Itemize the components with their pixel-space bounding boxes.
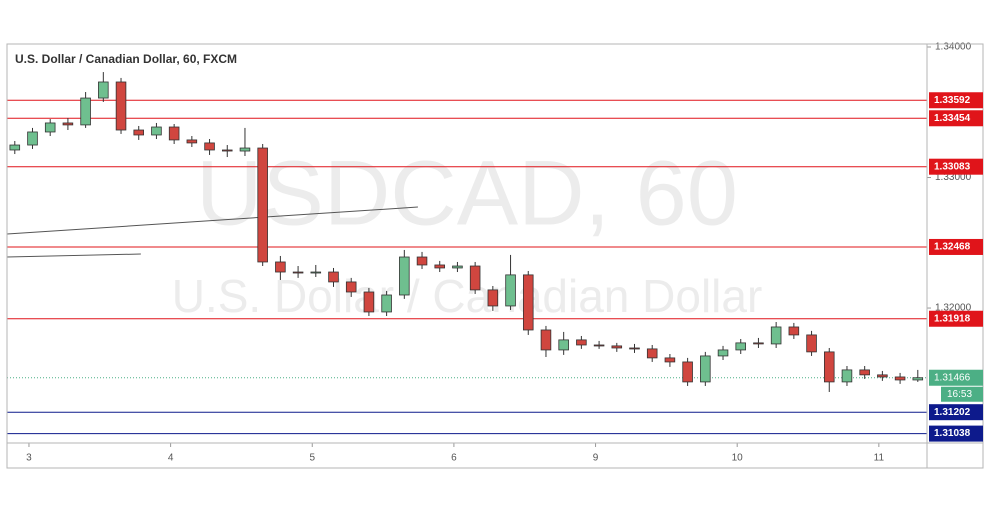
candle-body xyxy=(381,294,392,313)
countdown-label: 16:53 xyxy=(947,389,972,400)
candle-body xyxy=(27,131,38,146)
level-label-box xyxy=(929,158,983,175)
x-tick-label: 10 xyxy=(732,453,744,464)
candle-body xyxy=(62,122,74,126)
x-tick-label: 3 xyxy=(26,453,32,464)
y-tick-label: 1.33000 xyxy=(935,172,972,183)
candle-body xyxy=(629,347,640,350)
candle-body xyxy=(434,264,446,269)
candle-body xyxy=(877,374,888,378)
candle-body xyxy=(399,256,410,296)
y-tick-label: 1.32000 xyxy=(935,303,972,314)
candle-body xyxy=(133,129,145,136)
candle-body xyxy=(221,149,233,152)
candle-body xyxy=(168,126,180,141)
candle-body xyxy=(806,334,817,353)
trend-line xyxy=(6,253,141,258)
level-label: 1.33454 xyxy=(934,113,971,124)
current-price-box xyxy=(929,369,983,386)
candle-body xyxy=(717,349,729,357)
candle-body xyxy=(611,345,623,349)
x-tick-label: 4 xyxy=(168,453,174,464)
candle-body xyxy=(593,344,605,347)
level-label: 1.31918 xyxy=(934,313,971,324)
candle-body xyxy=(275,261,286,273)
candle-body xyxy=(292,271,304,274)
level-label-box xyxy=(929,110,983,127)
x-tick-label: 11 xyxy=(874,453,885,464)
level-label: 1.33083 xyxy=(934,161,971,172)
candle-body xyxy=(664,357,676,363)
candle-body xyxy=(204,142,215,151)
candle-body xyxy=(522,274,534,331)
level-label-box xyxy=(929,310,983,327)
candle-body xyxy=(80,97,91,126)
candle-body xyxy=(823,351,835,383)
candle-body xyxy=(239,147,251,152)
candle-body xyxy=(505,274,516,307)
chart-title: U.S. Dollar / Canadian Dollar, 60, FXCM xyxy=(15,52,237,66)
level-label: 1.31038 xyxy=(934,428,971,439)
candle-body xyxy=(487,289,499,307)
candle-body xyxy=(859,369,870,376)
candle-body xyxy=(770,326,782,345)
candle-body xyxy=(151,126,162,136)
level-label: 1.31202 xyxy=(934,407,971,418)
candle-body xyxy=(682,361,693,383)
candle-body xyxy=(115,81,127,131)
x-tick-label: 5 xyxy=(309,453,315,464)
candle-body xyxy=(345,281,357,293)
candle-body xyxy=(9,144,21,151)
countdown-box xyxy=(941,386,983,402)
frame xyxy=(6,43,984,469)
candle-body xyxy=(469,265,481,291)
candle-body xyxy=(452,265,463,269)
candle-body xyxy=(576,339,587,346)
candle-body xyxy=(363,291,375,313)
candle-body xyxy=(894,376,906,381)
candle-body xyxy=(44,122,56,133)
watermark-symbol: USDCAD, 60 xyxy=(196,142,738,244)
x-tick-label: 6 xyxy=(451,453,457,464)
level-label: 1.33592 xyxy=(934,95,971,106)
watermark-name: U.S. Dollar / Canadian Dollar xyxy=(172,270,763,322)
candle-body xyxy=(186,139,198,144)
candle-body xyxy=(257,147,268,263)
plot-area: 1.34000 1.33000 1.32000 3 4 5 6 9 10 11 xyxy=(6,42,972,464)
x-tick-label: 9 xyxy=(593,453,599,464)
candle-body xyxy=(912,377,924,381)
current-price-label: 1.31466 xyxy=(934,372,971,383)
candle-body xyxy=(700,355,711,383)
level-label-box xyxy=(929,404,983,421)
candle-body xyxy=(753,342,764,345)
candle-body xyxy=(540,329,552,351)
candle-body xyxy=(416,256,428,266)
level-label-box xyxy=(929,238,983,255)
candle-body xyxy=(98,81,109,99)
candle-body xyxy=(558,339,569,351)
candle-body xyxy=(646,348,658,359)
level-label-box xyxy=(929,92,983,109)
level-label-box xyxy=(929,425,983,442)
candle-body xyxy=(310,271,322,274)
candle-body xyxy=(328,271,339,283)
candle-body xyxy=(735,342,747,351)
y-tick-label: 1.34000 xyxy=(935,42,972,53)
candle-body xyxy=(841,369,853,383)
trend-line xyxy=(6,206,418,235)
candle-body xyxy=(788,326,800,336)
level-label: 1.32468 xyxy=(934,242,971,253)
